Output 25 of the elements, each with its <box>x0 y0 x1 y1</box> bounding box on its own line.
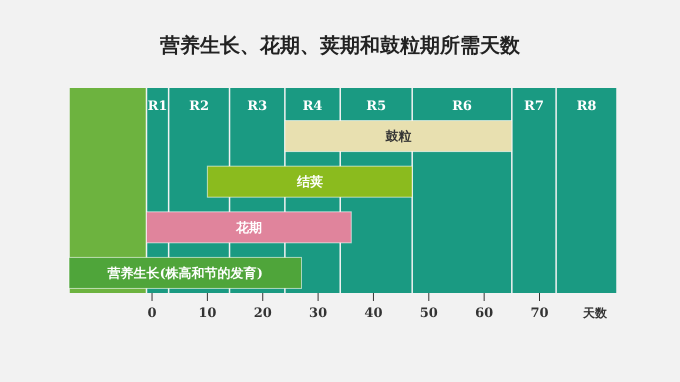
bar <box>284 120 512 152</box>
x-tick-label: 0 <box>148 306 157 321</box>
x-tick-label: 70 <box>530 306 549 321</box>
band-label: R4 <box>302 99 322 114</box>
band-label: R3 <box>247 99 268 114</box>
y-tick-label: 结荚 <box>296 174 323 190</box>
band-label: R1 <box>148 99 168 114</box>
band-label: R8 <box>576 99 596 114</box>
bar <box>206 166 413 198</box>
bar <box>146 211 352 244</box>
x-tick-label: 10 <box>198 306 216 321</box>
chart-title: 营养生长、花期、荚期和鼓粒期所需天数 <box>159 33 521 57</box>
y-tick-label: 营养生长(株高和节的发育) <box>106 265 263 282</box>
x-tick-label: 30 <box>309 306 328 321</box>
x-tick-label: 20 <box>254 306 272 321</box>
band-label: R7 <box>524 99 544 114</box>
band-label: R6 <box>452 99 472 114</box>
y-tick-label: 花期 <box>234 220 262 236</box>
x-axis-title: 天数 <box>582 306 608 320</box>
band-label: R2 <box>189 99 210 114</box>
band-label: R5 <box>366 99 386 114</box>
x-tick-label: 40 <box>364 306 382 321</box>
x-tick-label: 60 <box>475 306 494 321</box>
x-tick-label: 50 <box>420 306 438 321</box>
y-tick-label: 鼓粒 <box>384 130 412 145</box>
